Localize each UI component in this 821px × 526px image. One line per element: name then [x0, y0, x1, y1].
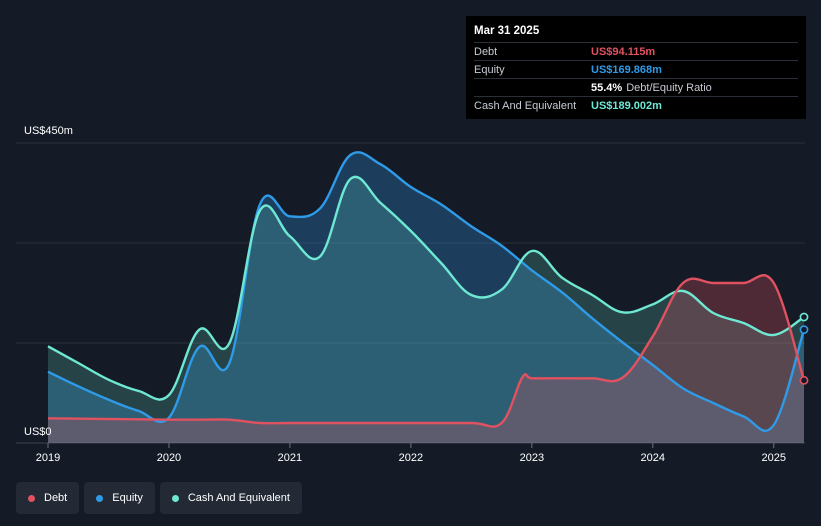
x-tick-label: 2021	[278, 452, 302, 464]
y-axis-bottom-label: US$0	[24, 426, 52, 438]
tooltip-cash-label: Cash And Equivalent	[474, 99, 577, 112]
tooltip-row-debt: Debt US$94.115m	[474, 42, 798, 60]
legend: Debt Equity Cash And Equivalent	[16, 482, 302, 514]
x-tick-label: 2020	[157, 452, 181, 464]
legend-cash-label: Cash And Equivalent	[187, 492, 290, 504]
y-axis-top-label: US$450m	[24, 125, 73, 137]
cash-dot-icon	[171, 494, 179, 502]
series-end-markers	[799, 312, 809, 385]
legend-item-equity[interactable]: Equity	[84, 482, 155, 514]
x-tick-label: 2022	[399, 452, 423, 464]
x-tick-label: 2025	[762, 452, 786, 464]
tooltip-date: Mar 31 2025	[474, 25, 540, 37]
x-tick-label: 2023	[520, 452, 544, 464]
equity-dot-icon	[96, 494, 104, 502]
legend-item-cash[interactable]: Cash And Equivalent	[159, 482, 302, 514]
tooltip-ratio-label: Debt/Equity Ratio	[626, 81, 712, 94]
tooltip-row-ratio: 55.4% Debt/Equity Ratio	[474, 78, 798, 96]
tooltip-debt-value: US$94.115m	[591, 45, 656, 58]
series-lines	[47, 151, 806, 432]
tooltip-debt-label: Debt	[474, 45, 498, 58]
x-tick-label: 2019	[36, 452, 60, 464]
cash-area	[48, 176, 804, 444]
x-axis-ticks: 2019 2020 2021 2022 2023 2024 2025	[36, 443, 786, 464]
tooltip-equity-value: US$169.868m	[591, 63, 662, 76]
x-tick-label: 2024	[641, 452, 665, 464]
cash-line	[47, 175, 805, 401]
debt-end-marker	[799, 375, 809, 385]
tooltip-ratio-value: 55.4%	[591, 81, 623, 94]
series-areas	[48, 152, 804, 444]
equity-line	[47, 151, 806, 432]
cash-end-marker	[799, 312, 809, 322]
tooltip-equity-label: Equity	[474, 63, 505, 76]
legend-equity-label: Equity	[112, 492, 143, 504]
tooltip-row-equity: Equity US$169.868m	[474, 60, 798, 78]
tooltip-row-cash: Cash And Equivalent US$189.002m	[474, 96, 798, 114]
equity-end-marker	[799, 325, 809, 335]
legend-debt-label: Debt	[44, 492, 68, 504]
tooltip-panel: Mar 31 2025 Debt US$94.115m Equity US$16…	[466, 16, 806, 119]
debt-line	[47, 274, 806, 428]
debt-dot-icon	[28, 494, 35, 502]
tooltip-cash-value: US$189.002m	[591, 99, 662, 112]
equity-area	[48, 152, 804, 444]
debt-area	[48, 275, 804, 443]
legend-item-debt[interactable]: Debt	[16, 482, 80, 514]
